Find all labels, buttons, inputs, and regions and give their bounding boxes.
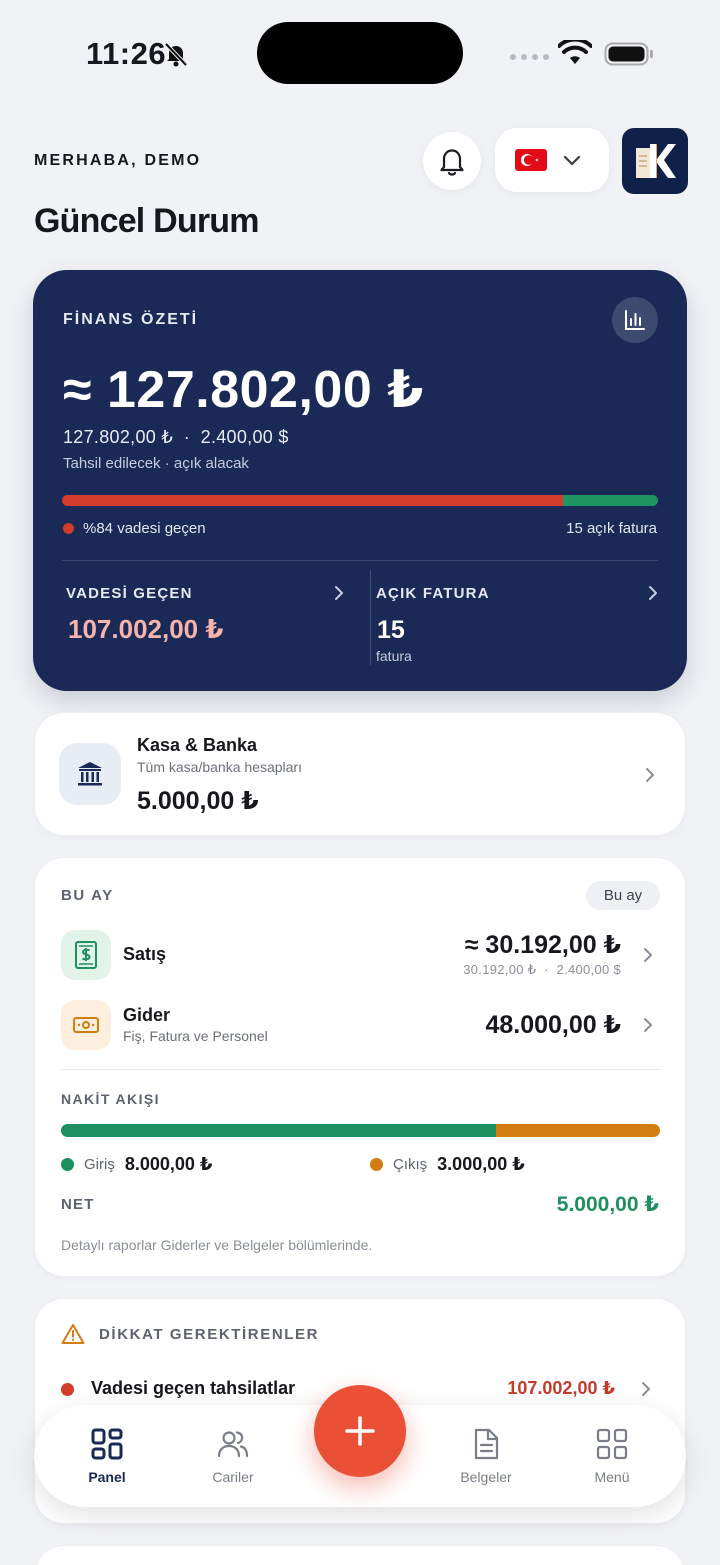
net-label: NET bbox=[61, 1196, 95, 1213]
cash-out-label: Çıkış bbox=[393, 1156, 428, 1173]
overdue-tile[interactable]: VADESİ GEÇEN 107.002,00 ₺ bbox=[66, 570, 346, 665]
sales-amount-sub: 30.192,00 ₺ · 2.400,00 $ bbox=[463, 962, 621, 977]
open-invoice-label: AÇIK FATURA bbox=[376, 585, 490, 602]
status-bar: 11:26 bbox=[0, 0, 720, 100]
finance-total: ≈ 127.802,00 ₺ bbox=[63, 361, 424, 419]
bank-icon-wrap bbox=[59, 743, 121, 805]
overdue-portion bbox=[62, 495, 563, 506]
overdue-amount: 107.002,00 ₺ bbox=[68, 614, 224, 644]
cash-bank-amount: 5.000,00 ₺ bbox=[137, 787, 259, 815]
nav-belgeler[interactable]: Belgeler bbox=[436, 1427, 536, 1485]
notifications-button[interactable] bbox=[423, 132, 481, 190]
nav-menu[interactable]: Menü bbox=[562, 1427, 662, 1485]
cash-out-portion bbox=[496, 1124, 660, 1137]
chevron-right-icon bbox=[335, 586, 343, 600]
bank-icon bbox=[78, 762, 102, 786]
cash-out-dot bbox=[370, 1158, 383, 1171]
cash-bank-card[interactable]: Kasa & Banka Tüm kasa/banka hesapları 5.… bbox=[34, 712, 686, 836]
open-invoice-count: 15 bbox=[377, 616, 405, 644]
chevron-down-icon bbox=[563, 155, 581, 166]
cash-in-dot bbox=[61, 1158, 74, 1171]
greeting-text: MERHABA, DEMO bbox=[34, 152, 202, 169]
expense-subtitle: Fiş, Fatura ve Personel bbox=[123, 1028, 268, 1044]
nav-panel[interactable]: Panel bbox=[57, 1427, 157, 1485]
cash-out-legend: Çıkış 3.000,00 ₺ bbox=[370, 1154, 525, 1175]
overdue-note: %84 vadesi geçen bbox=[63, 520, 206, 537]
divider bbox=[62, 560, 658, 561]
page-title: Güncel Durum bbox=[34, 202, 259, 240]
receipt-dollar-icon bbox=[75, 941, 97, 969]
period-pill[interactable]: Bu ay bbox=[586, 881, 660, 910]
expense-icon-wrap bbox=[61, 1000, 111, 1050]
divider bbox=[61, 1069, 661, 1070]
cash-flow-label: NAKİT AKIŞI bbox=[61, 1091, 160, 1107]
cash-icon bbox=[73, 1017, 99, 1033]
cash-out-value: 3.000,00 ₺ bbox=[437, 1154, 525, 1174]
nav-belgeler-label: Belgeler bbox=[460, 1469, 512, 1485]
next-card-peek bbox=[34, 1545, 686, 1565]
current-portion bbox=[562, 495, 658, 506]
dynamic-island bbox=[257, 22, 463, 84]
status-time: 11:26 bbox=[86, 36, 167, 71]
reports-note: Detaylı raporlar Giderler ve Belgeler bö… bbox=[61, 1237, 373, 1253]
app-logo[interactable] bbox=[622, 128, 688, 194]
overdue-label: VADESİ GEÇEN bbox=[66, 585, 193, 602]
document-icon bbox=[474, 1428, 499, 1460]
cash-in-portion bbox=[61, 1124, 497, 1137]
grid-icon bbox=[91, 1428, 123, 1460]
cash-in-value: 8.000,00 ₺ bbox=[124, 1154, 213, 1174]
this-month-label: BU AY bbox=[61, 887, 114, 904]
plus-icon bbox=[345, 1416, 375, 1446]
logo-k-icon bbox=[636, 144, 676, 178]
overdue-progress-bar bbox=[62, 495, 658, 506]
cash-bank-subtitle: Tüm kasa/banka hesapları bbox=[137, 759, 302, 775]
sales-title: Satış bbox=[123, 944, 167, 964]
chevron-right-icon bbox=[644, 1018, 652, 1032]
overdue-note-text: %84 vadesi geçen bbox=[83, 520, 206, 537]
add-button[interactable] bbox=[314, 1385, 406, 1477]
expense-amount: 48.000,00 ₺ bbox=[485, 1011, 621, 1039]
nav-menu-label: Menü bbox=[594, 1469, 630, 1485]
nav-panel-label: Panel bbox=[88, 1469, 126, 1485]
bell-slash-icon bbox=[164, 42, 188, 67]
net-value: 5.000,00 ₺ bbox=[556, 1193, 659, 1216]
cash-flow-bar bbox=[61, 1124, 660, 1137]
language-selector[interactable] bbox=[495, 128, 609, 192]
overdue-dot bbox=[63, 523, 74, 534]
attention-row-title: Vadesi geçen tahsilatlar bbox=[91, 1378, 296, 1398]
cash-in-legend: Giriş 8.000,00 ₺ bbox=[61, 1154, 212, 1175]
nav-cariler-label: Cariler bbox=[212, 1469, 254, 1485]
finance-caption: Tahsil edilecek · açık alacak bbox=[63, 455, 249, 472]
chevron-right-icon bbox=[642, 1382, 650, 1396]
cellular-signal-icon bbox=[510, 54, 549, 60]
chevron-right-icon bbox=[649, 586, 657, 600]
bar-chart-icon bbox=[625, 310, 645, 330]
chevron-right-icon bbox=[646, 768, 654, 782]
apps-icon bbox=[596, 1428, 628, 1460]
open-invoice-note: 15 açık fatura bbox=[566, 520, 657, 537]
nav-cariler[interactable]: Cariler bbox=[183, 1427, 283, 1485]
cash-in-label: Giriş bbox=[84, 1156, 115, 1173]
attention-label: DİKKAT GEREKTİRENLER bbox=[99, 1326, 320, 1343]
warning-icon bbox=[61, 1324, 85, 1344]
chevron-right-icon bbox=[644, 948, 652, 962]
attention-row-amount: 107.002,00 ₺ bbox=[507, 1378, 615, 1398]
danger-dot bbox=[61, 1383, 74, 1396]
this-month-card: BU AY Bu ay Satış ≈ 30.192,00 ₺ 30.192,0… bbox=[34, 857, 686, 1277]
finance-summary-card[interactable]: FİNANS ÖZETİ ≈ 127.802,00 ₺ 127.802,00 ₺… bbox=[33, 270, 687, 691]
chart-button[interactable] bbox=[612, 297, 658, 343]
sales-icon-wrap bbox=[61, 930, 111, 980]
turkey-flag-icon bbox=[515, 149, 547, 171]
bell-icon bbox=[440, 149, 464, 176]
expense-title: Gider bbox=[123, 1005, 171, 1025]
users-icon bbox=[217, 1431, 249, 1458]
cash-bank-title: Kasa & Banka bbox=[137, 735, 258, 755]
finance-subtotal: 127.802,00 ₺ · 2.400,00 $ bbox=[63, 427, 289, 447]
finance-label: FİNANS ÖZETİ bbox=[63, 311, 199, 328]
open-invoice-tile[interactable]: AÇIK FATURA 15 fatura bbox=[370, 570, 660, 665]
open-invoice-unit: fatura bbox=[376, 648, 412, 664]
battery-icon bbox=[604, 42, 653, 66]
sales-amount: ≈ 30.192,00 ₺ bbox=[464, 931, 621, 959]
wifi-icon bbox=[558, 40, 592, 64]
